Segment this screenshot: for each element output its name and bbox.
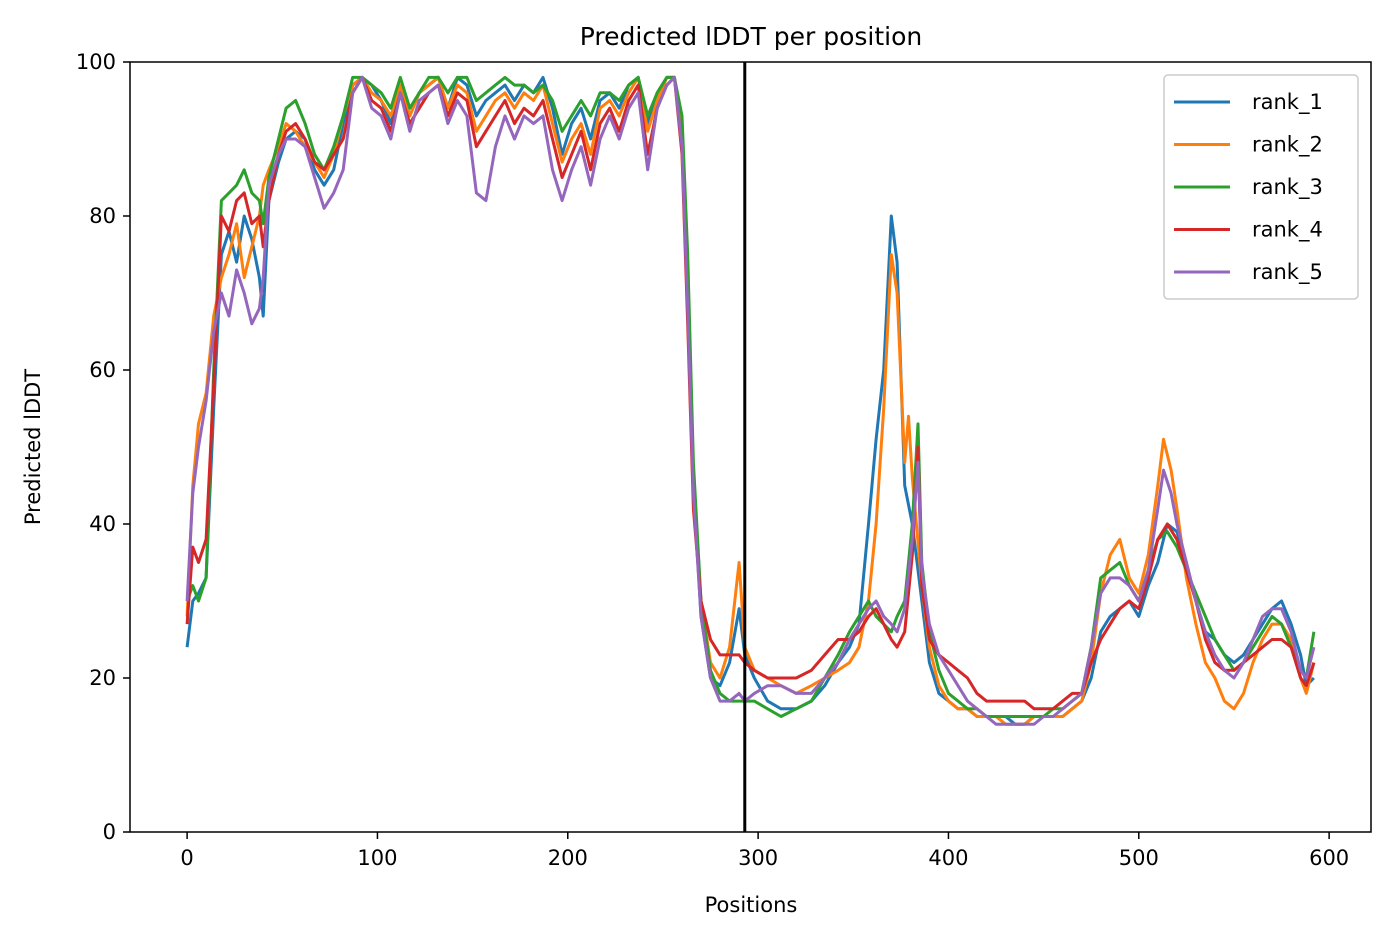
chart-title: Predicted lDDT per position [580, 22, 922, 51]
y-tick-label: 20 [89, 666, 116, 690]
series-line-rank_5 [185, 75, 1316, 726]
series-line-rank_3 [185, 75, 1316, 718]
legend-label-rank_2: rank_2 [1252, 133, 1323, 158]
legend-label-rank_1: rank_1 [1252, 90, 1323, 115]
series-line-rank_1 [185, 75, 1315, 726]
x-axis-label: Positions [705, 893, 798, 917]
x-tick-label: 100 [357, 846, 397, 870]
y-axis-ticks: 0 20 40 60 80 100 [76, 50, 130, 844]
x-tick-label: 200 [548, 846, 588, 870]
x-axis-ticks: 0 100 200 300 400 500 600 [180, 832, 1349, 870]
x-tick-label: 300 [738, 846, 778, 870]
y-tick-label: 100 [76, 50, 116, 74]
x-tick-label: 0 [180, 846, 193, 870]
y-tick-label: 80 [89, 204, 116, 228]
legend-label-rank_4: rank_4 [1252, 218, 1323, 243]
legend-box [1163, 74, 1359, 300]
x-tick-label: 400 [928, 846, 968, 870]
plot-area-frame [129, 61, 1372, 833]
x-tick-label: 600 [1309, 846, 1349, 870]
y-tick-label: 60 [89, 358, 116, 382]
x-tick-label: 500 [1119, 846, 1159, 870]
series-line-rank_4 [185, 75, 1316, 711]
series-line-rank_2 [185, 75, 1316, 726]
y-tick-label: 0 [103, 820, 116, 844]
legend-label-rank_3: rank_3 [1252, 175, 1323, 200]
y-tick-label: 40 [89, 512, 116, 536]
series-layer [185, 75, 1316, 726]
legend-label-rank_5: rank_5 [1252, 260, 1323, 285]
y-axis-label: Predicted lDDT [21, 369, 45, 525]
legend: rank_1 rank_2 rank_3 rank_4 rank_5 [1163, 74, 1359, 300]
